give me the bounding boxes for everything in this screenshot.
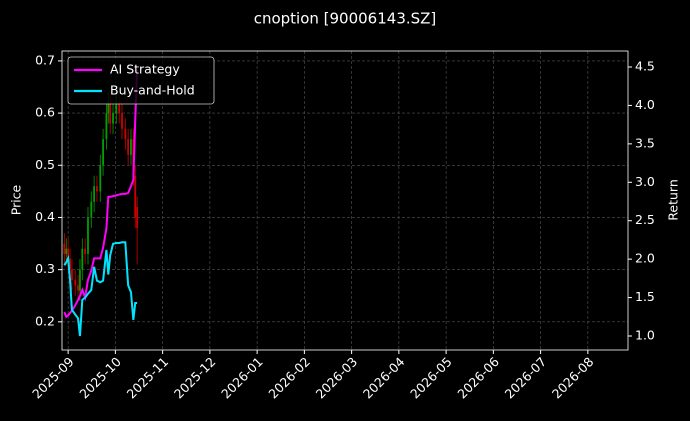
candle-body xyxy=(134,175,137,218)
candle-body xyxy=(63,243,66,254)
y2-tick-label: 1.0 xyxy=(635,328,655,343)
candle-body xyxy=(99,165,102,192)
y2-axis-label: Return xyxy=(666,179,681,220)
candle-body xyxy=(87,217,89,254)
chart-title: cnoption [90006143.SZ] xyxy=(254,10,437,28)
candle-body xyxy=(112,113,114,124)
plot-frame xyxy=(61,50,629,351)
candle-body xyxy=(109,102,112,124)
y2-tick-label: 2.0 xyxy=(635,251,655,266)
candle-body xyxy=(93,186,96,202)
candle-body xyxy=(115,102,118,114)
series-line xyxy=(63,241,138,337)
y2-tick-label: 1.5 xyxy=(635,289,655,304)
y2-tick-label: 3.0 xyxy=(635,174,655,189)
candle-body xyxy=(102,139,105,166)
candle-body xyxy=(118,102,121,114)
y2-tick-label: 4.5 xyxy=(635,58,655,73)
y-tick-label: 0.3 xyxy=(35,261,55,276)
legend-label: Buy-and-Hold xyxy=(110,83,195,98)
y2-tick-label: 4.0 xyxy=(635,97,655,112)
candle-body xyxy=(130,139,132,155)
candle-body xyxy=(136,207,139,228)
y-tick-label: 0.7 xyxy=(35,52,55,67)
y-tick-label: 0.4 xyxy=(35,209,55,224)
y-tick-label: 0.2 xyxy=(35,313,55,328)
candle-body xyxy=(127,139,130,155)
y2-tick-label: 2.5 xyxy=(635,212,655,227)
candle-body xyxy=(105,113,108,140)
candle-body xyxy=(79,269,81,291)
legend-box xyxy=(67,56,215,105)
candle-body xyxy=(96,186,98,192)
candle-body xyxy=(124,128,127,140)
candle-body xyxy=(90,201,93,218)
y-axis-label: Price xyxy=(9,184,24,215)
y-tick-label: 0.6 xyxy=(35,105,55,120)
candle-body xyxy=(81,248,84,270)
candle-body xyxy=(69,259,71,270)
candle-body xyxy=(71,269,73,281)
candle-body xyxy=(77,285,79,291)
y-tick-label: 0.5 xyxy=(35,157,55,172)
legend-label: AI Strategy xyxy=(110,62,180,77)
candle-body xyxy=(84,248,87,254)
candle-body xyxy=(107,102,110,114)
series-line xyxy=(63,70,139,319)
y2-tick-label: 3.5 xyxy=(635,135,655,150)
candle-body xyxy=(121,113,123,129)
candle-body xyxy=(65,248,68,254)
candle-body xyxy=(67,248,70,260)
candle-body xyxy=(74,280,77,286)
